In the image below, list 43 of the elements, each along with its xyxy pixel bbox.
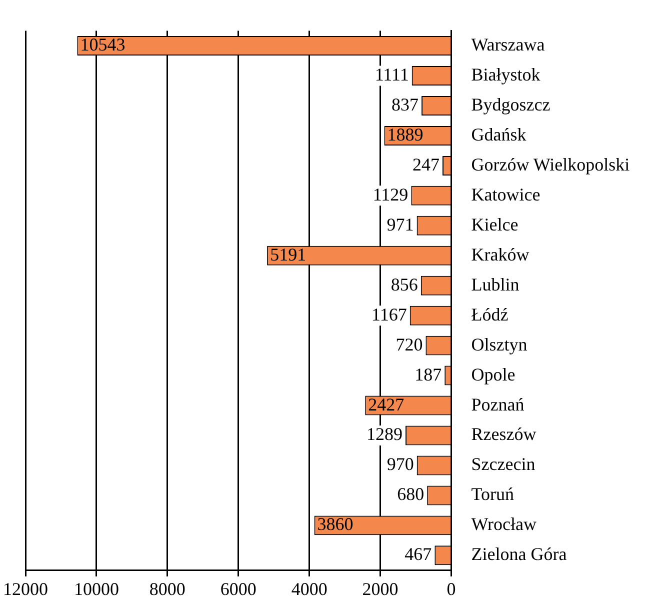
y-tick-label: Toruń	[471, 484, 514, 504]
x-tick-label: 4000	[291, 578, 328, 599]
data-label: 2427	[368, 394, 404, 414]
x-tick-label: 8000	[149, 578, 186, 599]
data-label: 5191	[270, 244, 306, 264]
y-tick-label: Poznań	[471, 394, 524, 414]
data-label: 3860	[317, 514, 354, 534]
data-label: 680	[397, 484, 424, 504]
y-tick-label: Kraków	[471, 244, 530, 264]
y-tick-label: Katowice	[471, 184, 540, 204]
y-tick-label: Zielona Góra	[471, 544, 567, 564]
data-label: 1129	[372, 184, 408, 204]
data-label: 10543	[80, 34, 126, 55]
y-tick-label: Olsztyn	[471, 334, 528, 354]
data-label: 970	[386, 454, 414, 474]
data-label: 1289	[366, 424, 403, 444]
y-tick-label: Bydgoszcz	[471, 94, 550, 114]
y-tick-label: Kielce	[471, 214, 518, 234]
y-tick-label: Łódź	[471, 304, 508, 324]
data-label: 837	[392, 94, 419, 114]
y-tick-label: Opole	[471, 364, 516, 384]
x-tick-label: 0	[446, 578, 456, 599]
x-tick-label: 10000	[74, 578, 119, 599]
y-tick-label: Lublin	[471, 274, 520, 294]
data-label: 187	[414, 364, 442, 384]
x-tick-label: 6000	[220, 578, 256, 599]
y-tick-label: Białystok	[471, 64, 540, 84]
data-label: 467	[404, 544, 432, 564]
data-label: 856	[390, 274, 418, 294]
y-tick-label: Wrocław	[471, 514, 536, 534]
y-tick-label: Warszawa	[471, 34, 545, 55]
data-label: 247	[412, 154, 440, 174]
x-tick-label: 2000	[362, 578, 398, 599]
data-label: 971	[386, 214, 414, 234]
data-label: 1111	[374, 64, 409, 84]
data-label: 720	[396, 334, 423, 354]
data-label: 1889	[387, 124, 424, 144]
y-tick-label: Szczecin	[471, 454, 536, 474]
data-label: 1167	[372, 304, 407, 324]
y-tick-label: Gorzów Wielkopolski	[471, 154, 630, 174]
x-tick-label: 12000	[3, 578, 48, 599]
y-tick-label: Gdańsk	[471, 124, 526, 144]
y-tick-label: Rzeszów	[471, 424, 536, 444]
